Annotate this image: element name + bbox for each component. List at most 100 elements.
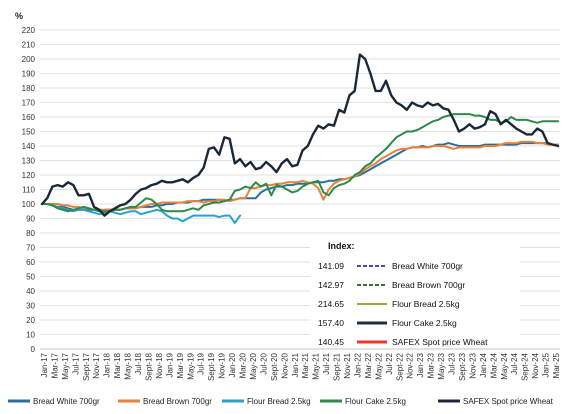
index-box-title: Index: <box>328 241 355 251</box>
x-tick-label: Mar-22 <box>364 352 373 378</box>
index-box: Index: 141.09 Bread White 700gr 142.97 Bread… <box>310 237 520 347</box>
x-tick-labels: Jan-17 Mar-17 May-17 Jul-17 Sept-17 Nov-17 Jan… <box>40 352 561 381</box>
y-tick-label: 110 <box>22 186 35 195</box>
x-tick-label: Nov-24 <box>531 352 540 378</box>
index-value: 142.97 <box>318 280 344 290</box>
y-tick-label: 20 <box>26 316 35 325</box>
index-series-name: Flour Bread 2.5kg <box>392 299 460 309</box>
y-tick-label: 70 <box>26 244 35 253</box>
x-tick-label: Nov-22 <box>406 352 415 378</box>
x-tick-label: Sept-20 <box>270 352 279 381</box>
x-tick-label: Jan-25 <box>542 352 551 377</box>
x-tick-label: Mar-17 <box>50 352 59 378</box>
x-tick-label: Jan-18 <box>103 352 112 377</box>
x-tick-label: Sept-18 <box>144 352 153 381</box>
x-tick-label: Jan-20 <box>228 352 237 377</box>
x-tick-label: Mar-25 <box>552 352 561 378</box>
index-series-name: Bread Brown 700gr <box>392 280 465 290</box>
y-tick-label: 120 <box>22 171 36 180</box>
y-tick-label: 170 <box>22 99 36 108</box>
x-tick-label: Mar-23 <box>427 352 436 378</box>
y-tick-label: 10 <box>26 331 35 340</box>
index-value: 141.09 <box>318 261 344 271</box>
x-tick-label: Mar-24 <box>489 352 498 378</box>
x-tick-label: Nov-18 <box>155 352 164 378</box>
x-tick-label: Mar-19 <box>176 352 185 378</box>
x-tick-label: Nov-21 <box>343 352 352 378</box>
legend-label: Bread Brown 700gr <box>143 397 212 406</box>
index-value: 157.40 <box>318 318 344 328</box>
x-tick-label: May-24 <box>500 352 509 379</box>
x-tick-label: Jul-20 <box>259 352 268 374</box>
y-tick-label: 130 <box>22 157 36 166</box>
x-tick-label: Sept-22 <box>395 352 404 381</box>
x-tick-label: Jan-17 <box>40 352 49 377</box>
y-tick-label: 0 <box>31 345 36 354</box>
x-tick-label: Jul-21 <box>322 352 331 374</box>
x-tick-label: Sept-17 <box>82 352 91 381</box>
x-tick-label: Jul-22 <box>385 352 394 374</box>
y-tick-label: 220 <box>22 26 36 35</box>
x-tick-label: Jul-17 <box>71 352 80 374</box>
x-tick-label: Jul-18 <box>134 352 143 374</box>
legend-label: Bread White 700gr <box>33 397 100 406</box>
index-value: 140.45 <box>318 337 344 347</box>
y-tick-label: 50 <box>26 273 35 282</box>
series-line-bread-brown-700gr <box>41 140 559 211</box>
legend-label: SAFEX Spot price Wheat <box>463 397 554 406</box>
index-box-background <box>310 237 520 347</box>
x-tick-label: Jan-24 <box>479 352 488 377</box>
y-tick-label: 40 <box>26 287 35 296</box>
x-tick-label: Mar-18 <box>113 352 122 378</box>
x-tick-label: May-17 <box>61 352 70 379</box>
x-tick-label: Jan-23 <box>416 352 425 377</box>
y-unit-label: % <box>15 11 23 21</box>
legend-label: Flour Cake 2.5kg <box>345 397 406 406</box>
x-tick-label: May-23 <box>437 352 446 379</box>
x-tick-label: Sept-24 <box>521 352 530 381</box>
index-value: 214.65 <box>318 299 344 309</box>
x-tick-label: Jan-19 <box>165 352 174 377</box>
x-tick-label: May-19 <box>186 352 195 379</box>
y-tick-label: 160 <box>22 113 36 122</box>
x-tick-label: Sept-21 <box>333 352 342 381</box>
series-line-flour-bread-2-5kg <box>41 203 242 224</box>
x-tick-label: Jul-19 <box>197 352 206 374</box>
x-tick-label: Sept-23 <box>458 352 467 381</box>
y-tick-label: 200 <box>22 55 36 64</box>
x-tick-label: May-20 <box>249 352 258 379</box>
y-tick-label: 150 <box>22 128 36 137</box>
y-tick-label: 60 <box>26 258 35 267</box>
series-line-safex-spot-price-wheat <box>40 53 560 217</box>
x-tick-label: Nov-17 <box>92 352 101 378</box>
x-tick-label: Jan-22 <box>353 352 362 377</box>
x-tick-label: Mar-21 <box>301 352 310 378</box>
series-lines <box>40 53 560 224</box>
series-line-flour-cake-2-5kg <box>41 113 559 213</box>
y-tick-labels: 0 10 20 30 40 50 60 70 80 90 100 110 120 130 140 150 160… <box>22 26 36 354</box>
index-series-name: SAFEX Spot price Wheat <box>392 337 488 347</box>
x-tick-label: Nov-19 <box>218 352 227 378</box>
legend-label: Flour Bread 2.5kg <box>247 397 311 406</box>
x-tick-label: Nov-20 <box>280 352 289 378</box>
x-tick-label: Sept-19 <box>207 352 216 381</box>
x-tick-label: Jan-21 <box>291 352 300 377</box>
y-tick-label: 140 <box>22 142 36 151</box>
y-tick-label: 210 <box>22 41 36 50</box>
x-tick-label: Jul-23 <box>448 352 457 374</box>
x-tick-label: May-22 <box>374 352 383 379</box>
y-tick-label: 80 <box>26 229 35 238</box>
x-tick-label: May-21 <box>312 352 321 379</box>
y-tick-label: 30 <box>26 302 35 311</box>
x-tick-label: Nov-23 <box>468 352 477 378</box>
x-tick-label: Jul-24 <box>510 352 519 374</box>
y-tick-label: 180 <box>22 84 36 93</box>
index-series-name: Bread White 700gr <box>392 261 463 271</box>
series-line-bread-white-700gr <box>41 142 559 213</box>
x-tick-label: May-18 <box>124 352 133 379</box>
y-tick-label: 190 <box>22 70 36 79</box>
index-series-name: Flour Cake 2.5kg <box>392 318 457 328</box>
legend: Bread White 700gr Bread Brown 700gr Flour … <box>8 397 554 406</box>
y-tick-label: 100 <box>22 200 36 209</box>
